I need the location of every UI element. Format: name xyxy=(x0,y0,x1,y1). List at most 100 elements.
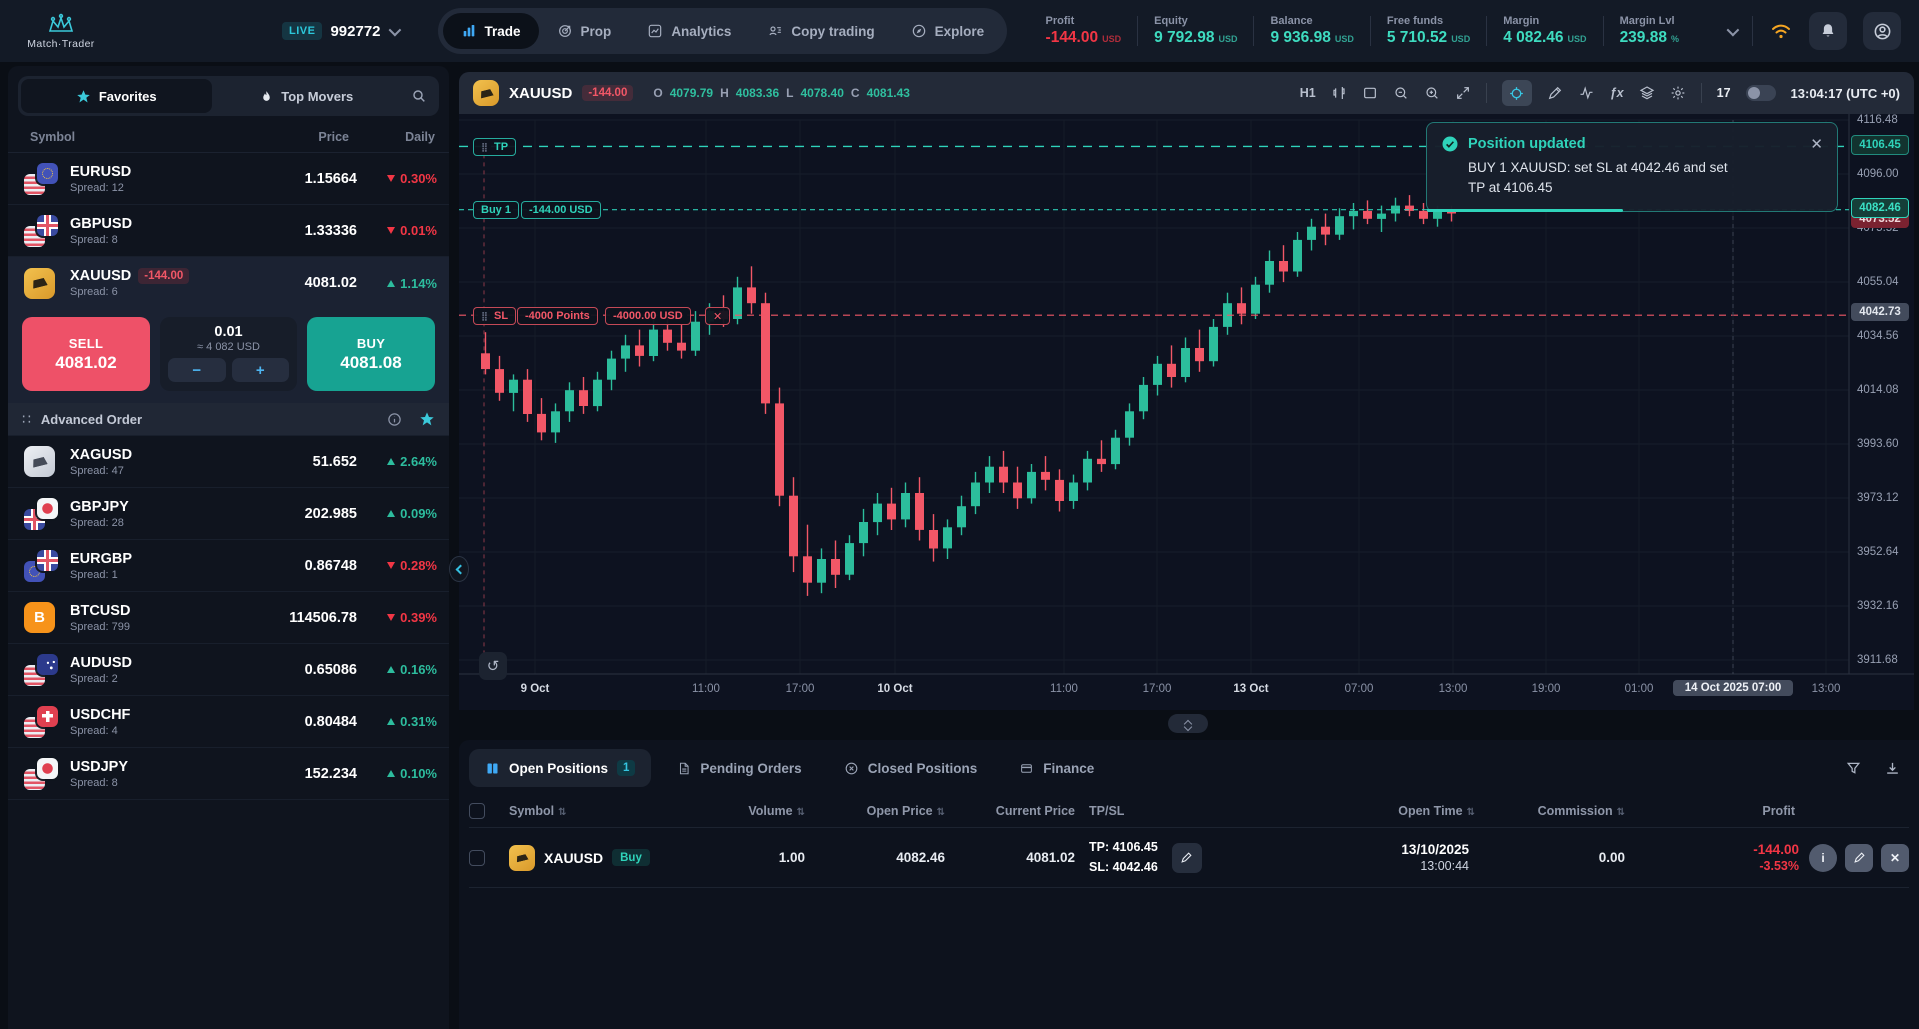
watchlist-row-xagusd[interactable]: XAGUSD Spread: 47 51.652 2.64% xyxy=(8,436,449,488)
buy-pl-tag[interactable]: -144.00 USD xyxy=(521,201,601,219)
position-edit-button[interactable] xyxy=(1845,843,1873,872)
watchlist-row-audusd[interactable]: AUDUSD Spread: 2 0.65086 0.16% xyxy=(8,644,449,696)
buy-position-tag[interactable]: Buy 1 xyxy=(473,201,519,219)
nav-item-prop[interactable]: Prop xyxy=(539,13,630,49)
layout-square-icon[interactable] xyxy=(1362,85,1378,101)
column-volume[interactable]: Volume ⇅ xyxy=(748,803,805,818)
nav-item-explore[interactable]: Explore xyxy=(893,13,1003,49)
toast-close-button[interactable]: ✕ xyxy=(1810,135,1823,153)
sl-points-tag[interactable]: -4000 Points xyxy=(517,307,598,325)
collapse-stats-chevron-icon[interactable] xyxy=(1726,23,1740,36)
advanced-order-button[interactable]: ∷ Advanced Order xyxy=(8,403,449,435)
select-all-checkbox[interactable] xyxy=(469,802,485,819)
sl-remove-button[interactable]: ✕ xyxy=(705,307,731,325)
edit-tpsl-button[interactable] xyxy=(1171,842,1202,873)
brand-name: Match·Trader xyxy=(27,37,95,50)
zoom-out-icon[interactable] xyxy=(1393,85,1409,101)
position-tool-icon[interactable] xyxy=(1501,80,1532,106)
nav-item-trade[interactable]: Trade xyxy=(442,13,539,49)
account-selector[interactable]: LIVE 992772 xyxy=(282,22,401,40)
up-triangle-icon xyxy=(387,510,396,517)
symbol-name: EURGBP xyxy=(70,550,133,567)
stat-value: 5 710.52 xyxy=(1386,29,1448,46)
nav-item-copy-trading[interactable]: Copy trading xyxy=(749,13,892,49)
symbol-pl-badge: -144.00 xyxy=(138,268,190,284)
column-open-price[interactable]: Open Price ⇅ xyxy=(866,803,945,818)
tab-finance[interactable]: Finance xyxy=(1003,749,1110,787)
stat-unit: USD xyxy=(1567,34,1587,44)
pending-orders-icon xyxy=(677,761,691,776)
stat-margin-lvl: Margin Lvl 239.88 % xyxy=(1604,15,1695,47)
watchlist-search-button[interactable] xyxy=(402,88,436,104)
watchlist-row-eurusd[interactable]: EURUSD Spread: 12 1.15664 0.30% xyxy=(8,153,449,205)
watchlist-row-btcusd[interactable]: B BTCUSD Spread: 799 114506.78 0.39% xyxy=(8,592,449,644)
tradingview-toggle[interactable] xyxy=(1745,85,1776,101)
download-icon[interactable] xyxy=(1884,760,1901,777)
tab-open-positions[interactable]: Open Positions 1 xyxy=(469,749,652,787)
watchlist-row-eurgbp[interactable]: EURGBP Spread: 1 0.86748 0.28% xyxy=(8,540,449,592)
row-symbol: XAUUSD xyxy=(544,849,604,866)
sidebar-collapse-handle[interactable] xyxy=(449,556,469,582)
tab-closed-positions[interactable]: Closed Positions xyxy=(828,749,994,787)
volume-increase-button[interactable]: + xyxy=(231,358,289,382)
sl-line-tag[interactable]: ⣿ SL xyxy=(473,307,517,325)
sort-icon: ⇅ xyxy=(936,806,945,818)
bitcoin-icon: B xyxy=(24,602,55,633)
tab-top-movers[interactable]: Top Movers xyxy=(212,79,403,113)
volume-decrease-button[interactable]: − xyxy=(168,358,226,382)
stat-unit: USD xyxy=(1334,34,1354,44)
position-info-button[interactable]: i xyxy=(1809,843,1837,872)
filter-funnel-icon[interactable] xyxy=(1845,760,1862,776)
chart-scroll-widget[interactable] xyxy=(1168,714,1208,733)
column-open-time[interactable]: Open Time ⇅ xyxy=(1398,803,1475,818)
profile-button[interactable] xyxy=(1863,12,1901,50)
row-checkbox[interactable] xyxy=(469,849,485,866)
tp-line-tag[interactable]: ⣿ TP xyxy=(473,138,517,156)
symbol-name: XAUUSD -144.00 xyxy=(70,268,257,284)
sell-button[interactable]: SELL 4081.02 xyxy=(22,317,150,391)
timeframe-button[interactable]: H1 xyxy=(1299,86,1316,100)
favorite-star-icon[interactable] xyxy=(419,411,435,427)
sl-usd-tag[interactable]: -4000.00 USD xyxy=(605,307,691,325)
layers-icon[interactable] xyxy=(1639,85,1655,101)
watchlist-row-usdchf[interactable]: USDCHF Spread: 4 0.80484 0.31% xyxy=(8,696,449,748)
settings-gear-icon[interactable] xyxy=(1670,85,1686,101)
watchlist-row-gbpusd[interactable]: GBPUSD Spread: 8 1.33336 0.01% xyxy=(8,205,449,257)
watchlist-row-usdjpy[interactable]: USDJPY Spread: 8 152.234 0.10% xyxy=(8,748,449,800)
buy-button[interactable]: BUY 4081.08 xyxy=(307,317,435,391)
symbol-price: 0.80484 xyxy=(304,713,357,730)
watchlist-row-gbpjpy[interactable]: GBPJPY Spread: 28 202.985 0.09% xyxy=(8,488,449,540)
position-row[interactable]: XAUUSD Buy 1.00 4082.46 4081.02 TP: 4106… xyxy=(469,828,1909,888)
replay-button[interactable]: ↺ xyxy=(479,652,507,680)
chart-type-icon[interactable] xyxy=(1331,85,1347,101)
indicator-pulse-icon[interactable] xyxy=(1578,85,1595,101)
silver-icon xyxy=(24,446,55,477)
fx-functions-icon[interactable]: ƒx xyxy=(1609,86,1624,100)
volume-notional: ≈ 4 082 USD xyxy=(197,341,260,353)
column-commission[interactable]: Commission ⇅ xyxy=(1537,803,1625,818)
open-positions-icon xyxy=(485,761,500,776)
toast-message-line2: TP at 4106.45 xyxy=(1468,180,1553,196)
tab-favorites[interactable]: Favorites xyxy=(21,79,212,113)
column-symbol[interactable]: Symbol ⇅ xyxy=(509,803,567,818)
chart-body[interactable]: ⣿ TP Buy 1 -144.00 USD ⣿ SL -4000 Points xyxy=(459,114,1914,710)
draw-pencil-icon[interactable] xyxy=(1547,85,1563,101)
position-close-button[interactable]: ✕ xyxy=(1881,843,1909,872)
account-number: 992772 xyxy=(330,22,381,40)
info-icon[interactable] xyxy=(387,412,402,427)
zoom-in-icon[interactable] xyxy=(1424,85,1440,101)
tab-pending-orders[interactable]: Pending Orders xyxy=(661,749,817,787)
notifications-button[interactable] xyxy=(1809,12,1847,50)
currency-pair-icon xyxy=(24,653,58,686)
fullscreen-icon[interactable] xyxy=(1455,85,1471,101)
watchlist-row-xauusd[interactable]: XAUUSD -144.00 Spread: 6 4081.02 1.14% xyxy=(8,257,449,309)
ohlc-readout: O 4079.79 H 4083.36 L 4078.40 C 4081.43 xyxy=(653,86,910,100)
nav-item-analytics[interactable]: Analytics xyxy=(629,13,749,49)
stat-margin: Margin 4 082.46 USD xyxy=(1487,15,1602,47)
symbol-price: 1.33336 xyxy=(304,222,357,239)
nav-label: Prop xyxy=(580,23,612,39)
position-updated-toast: Position updated ✕ BUY 1 XAUUSD: set SL … xyxy=(1426,122,1838,213)
chart-panel: XAUUSD -144.00 O 4079.79 H 4083.36 L 4078.4… xyxy=(459,72,1914,710)
stat-label: Free funds xyxy=(1386,15,1444,27)
flame-icon xyxy=(263,90,270,101)
